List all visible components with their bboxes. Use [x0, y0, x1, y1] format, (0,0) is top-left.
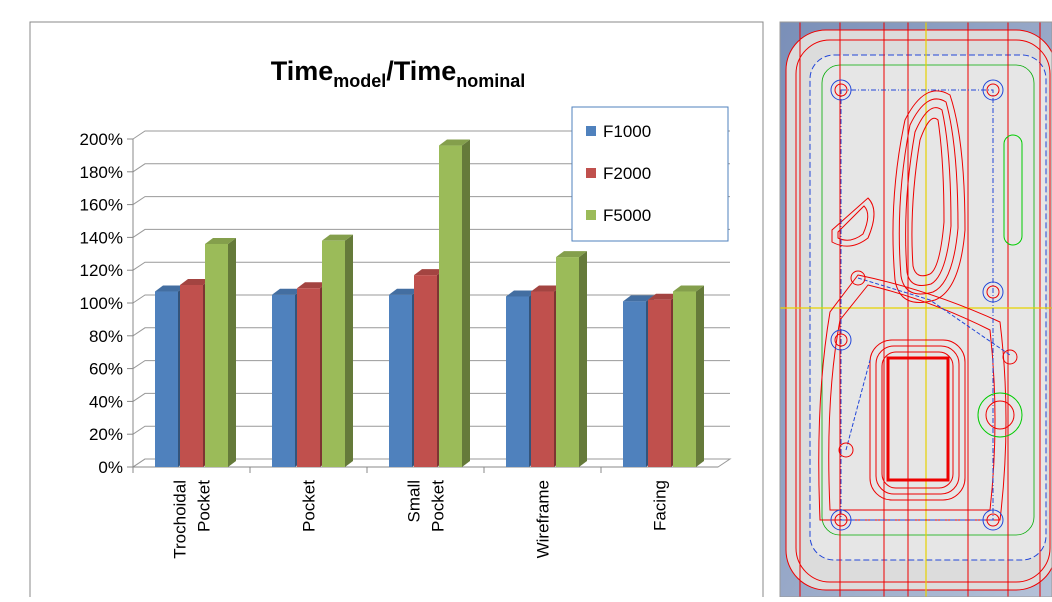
x-tick-label: Trochoidal: [171, 480, 190, 559]
y-tick-label: 40%: [89, 392, 123, 411]
x-tick-label: Pocket: [429, 480, 448, 532]
bar-front: [648, 300, 671, 467]
y-tick-label: 80%: [89, 327, 123, 346]
x-tick-label: Facing: [651, 480, 670, 531]
y-tick-label: 200%: [80, 130, 123, 149]
legend-label: F2000: [603, 164, 651, 183]
legend-swatch: [586, 126, 596, 136]
cad-drawing: [780, 22, 1052, 597]
bar-front: [623, 301, 646, 467]
y-tick-label: 100%: [80, 294, 123, 313]
x-tick-label: Pocket: [195, 480, 214, 532]
title-text: /Time: [386, 56, 456, 86]
bar-front: [531, 292, 554, 467]
bar-front: [506, 296, 529, 467]
bar-side: [696, 286, 704, 467]
bar: [439, 140, 470, 467]
bar-front: [297, 288, 320, 467]
title-subscript: nominal: [456, 71, 525, 91]
legend-swatch: [586, 168, 596, 178]
legend-label: F5000: [603, 206, 651, 225]
y-tick-label: 0%: [98, 458, 123, 477]
title-subscript: model: [333, 71, 386, 91]
bar-front: [180, 285, 203, 467]
legend-swatch: [586, 210, 596, 220]
bar-side: [579, 251, 587, 467]
bar-front: [414, 275, 437, 467]
bar-front: [389, 295, 412, 467]
bar-front: [155, 292, 178, 467]
y-tick-label: 180%: [80, 163, 123, 182]
x-tick-label: Small: [405, 480, 424, 523]
bar: [205, 238, 236, 467]
bar: [556, 251, 587, 467]
y-tick-label: 60%: [89, 360, 123, 379]
bar: [322, 235, 353, 467]
bar-front: [322, 241, 345, 467]
bar-front: [272, 295, 295, 467]
x-tick-label: Pocket: [300, 480, 319, 532]
bar-front: [556, 257, 579, 467]
bar-side: [345, 235, 353, 467]
y-tick-label: 140%: [80, 228, 123, 247]
bar-front: [439, 146, 462, 467]
legend-label: F1000: [603, 122, 651, 141]
y-tick-label: 120%: [80, 261, 123, 280]
page: Timemodel/Timenominal 0% 20% 40% 60% 80% 100%…: [0, 0, 1052, 597]
bar: [673, 286, 704, 467]
y-tick-label: 160%: [80, 196, 123, 215]
bar-side: [462, 140, 470, 467]
bar-front: [673, 292, 696, 467]
bar-side: [228, 238, 236, 467]
x-tick-label: Wireframe: [534, 480, 553, 558]
bar-front: [205, 244, 228, 467]
y-tick-label: 20%: [89, 425, 123, 444]
title-text: Time: [271, 56, 334, 86]
